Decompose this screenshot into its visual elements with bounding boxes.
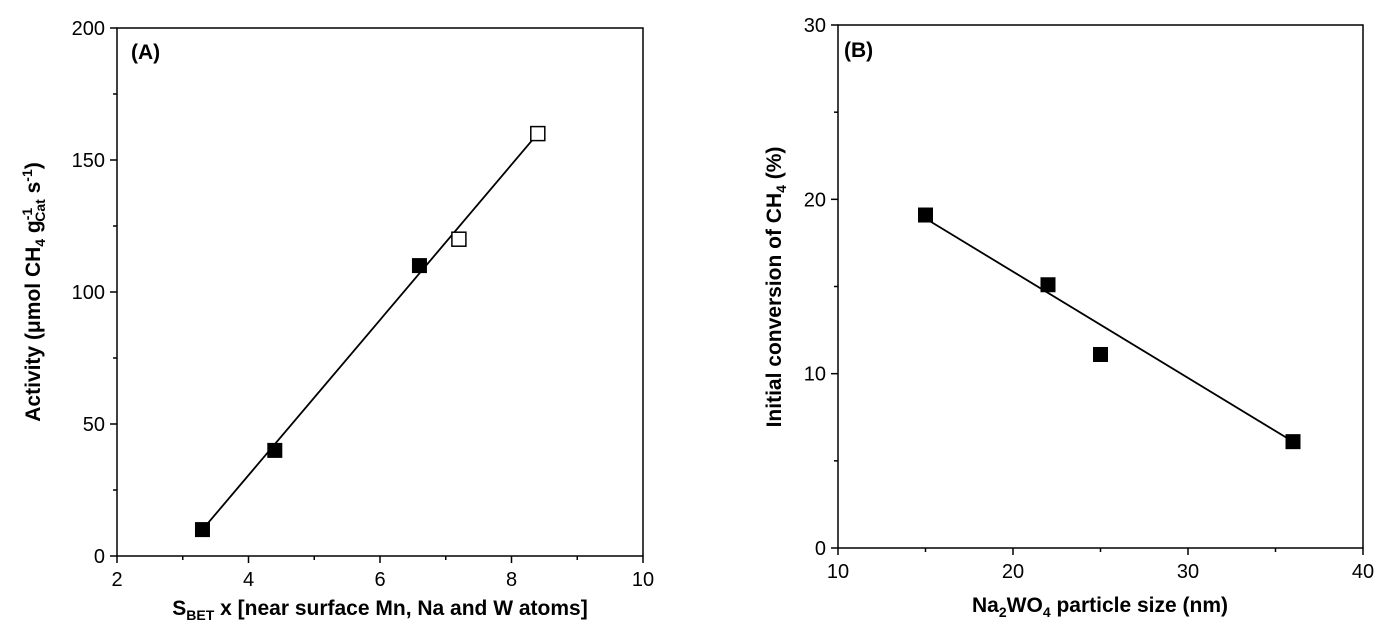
panel-a-open-square-point (530, 125, 546, 142)
panel-b-y-tick-label: 30 (804, 15, 826, 37)
panel-b-filled-square-point (1040, 277, 1056, 293)
panel-b-label: (B) (844, 39, 873, 62)
panel-a-filled-square-point (194, 522, 210, 538)
panel-a-y-tick-label: 100 (72, 282, 105, 304)
panel-b-y-tick-label: 0 (815, 538, 826, 560)
panel-a-filled-square-point (267, 442, 283, 458)
panel-b-fit-line (925, 217, 1294, 443)
panel-b-plot-frame (837, 24, 1364, 549)
panel-a-marks (194, 125, 546, 538)
panel-b-filled-square-point (1285, 434, 1301, 450)
panel-a-x-axis-title: SBET x [near surface Mn, Na and W atoms] (172, 597, 587, 623)
panel-a-x-tick-label: 6 (374, 569, 385, 591)
panel-a-y-tick-label: 50 (83, 414, 105, 436)
panel-b-x-axis-title: Na2WO4 particle size (nm) (972, 594, 1228, 620)
panel-b-x-tick-label: 30 (1177, 561, 1199, 583)
panel-a-filled-square-point (411, 258, 427, 274)
panel-a-y-tick-label: 200 (72, 18, 105, 40)
panel-a-label: (A) (131, 41, 160, 64)
panel-b-y-tick-label: 10 (804, 364, 826, 386)
panel-b-x-tick-label: 20 (1002, 561, 1024, 583)
panel-a-y-tick-label: 0 (94, 546, 105, 568)
panel-a-plot-frame (116, 27, 644, 557)
panel-b-x-tick-label: 40 (1352, 561, 1374, 583)
panel-b-y-axis-title: Initial conversion of CH4 (%) (763, 147, 789, 428)
panel-a-open-square-point (451, 231, 467, 247)
panel-a-y-tick-label: 150 (72, 150, 105, 172)
panel-b-x-tick-label: 10 (827, 561, 849, 583)
panel-a-x-tick-label: 2 (111, 569, 122, 591)
panel-a-fit-line (201, 133, 539, 531)
panel-b-filled-square-point (1093, 346, 1108, 362)
panel-a-x-tick-label: 8 (506, 569, 517, 591)
panel-a-x-tick-label: 4 (243, 569, 254, 591)
panel-a-x-tick-label: 10 (632, 569, 654, 591)
panel-b-y-tick-label: 20 (804, 189, 826, 211)
panel-b-filled-square-point (918, 207, 933, 223)
panel-b-marks (918, 207, 1301, 450)
panel-a-y-axis-title: Activity (μmol CH4 g-1Cat s-1) (19, 162, 48, 422)
